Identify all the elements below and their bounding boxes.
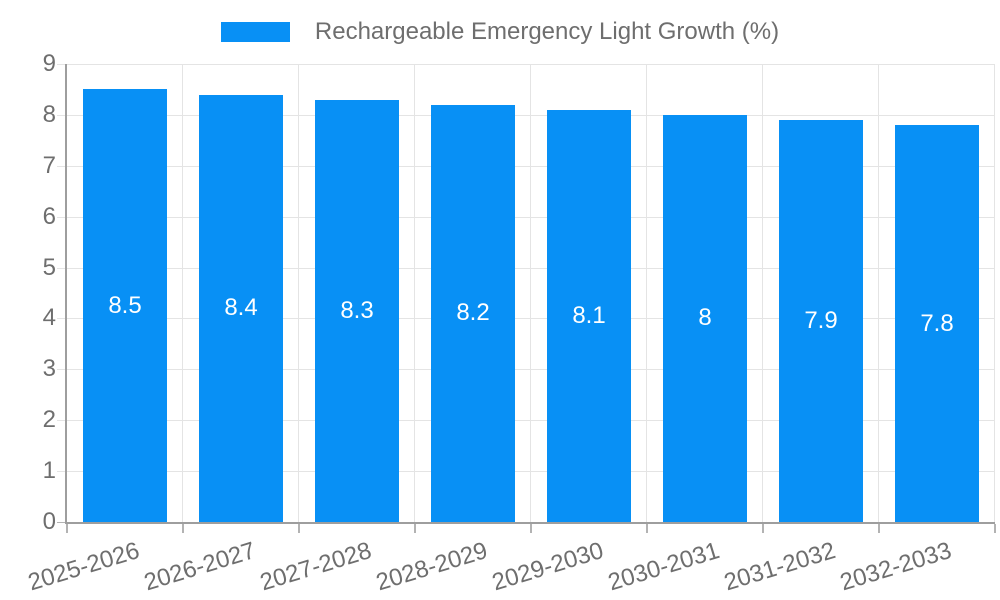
bar[interactable]: 8.4 — [199, 94, 283, 522]
legend-series-label: Rechargeable Emergency Light Growth (%) — [314, 18, 780, 45]
x-axis-label: 2032-2033 — [837, 537, 955, 597]
bar-value-label: 7.8 — [920, 309, 954, 337]
legend-swatch-icon — [220, 22, 290, 42]
bar-value-label: 8.1 — [572, 301, 606, 329]
x-axis-label: 2030-2031 — [605, 537, 723, 597]
h-gridline — [67, 267, 995, 269]
bar[interactable]: 7.8 — [895, 125, 979, 522]
x-axis-label: 2028-2029 — [373, 537, 491, 597]
y-axis-label: 5 — [42, 253, 56, 281]
h-gridline — [67, 165, 995, 167]
x-tick — [414, 524, 416, 533]
bar[interactable]: 8 — [663, 114, 747, 522]
h-gridline — [67, 318, 995, 320]
y-axis-label: 2 — [42, 406, 56, 434]
bar-value-label: 8.3 — [340, 296, 374, 324]
v-gridline — [994, 64, 995, 522]
bar-value-label: 8.5 — [108, 291, 142, 319]
x-axis-label: 2027-2028 — [257, 537, 375, 597]
x-axis-label: 2026-2027 — [141, 537, 259, 597]
y-axis-label: 0 — [42, 508, 56, 535]
bar-value-label: 8.4 — [224, 294, 258, 322]
x-axis-label: 2025-2026 — [25, 537, 143, 597]
v-gridline — [878, 64, 879, 522]
y-tick — [57, 369, 65, 371]
h-gridline — [67, 369, 995, 371]
y-axis-label: 3 — [42, 355, 56, 383]
y-tick — [57, 267, 65, 269]
x-tick — [530, 524, 532, 533]
h-gridline — [67, 114, 995, 116]
bar[interactable]: 8.2 — [431, 104, 515, 522]
h-gridline — [67, 64, 995, 65]
y-tick — [57, 471, 65, 473]
x-tick — [66, 524, 68, 533]
h-gridline — [67, 216, 995, 218]
y-axis-label: 1 — [42, 457, 56, 485]
y-tick — [57, 522, 65, 523]
bar-value-label: 8.2 — [456, 299, 490, 327]
y-tick — [57, 216, 65, 218]
y-tick — [57, 420, 65, 422]
v-gridline — [298, 64, 299, 522]
x-tick — [646, 524, 648, 533]
v-gridline — [414, 64, 415, 522]
x-axis-label: 2031-2032 — [721, 537, 839, 597]
y-axis-label: 6 — [42, 202, 56, 230]
v-gridline — [646, 64, 647, 522]
bar[interactable]: 8.3 — [315, 99, 399, 522]
x-axis: 2025-2026 2026-2027 2027-2028 2028-2029 2029… — [25, 522, 995, 600]
plot-area: 8.5 8.4 8.3 8.2 8.1 8 7.9 7.8 — [57, 64, 996, 533]
bar-value-label: 8 — [698, 304, 712, 332]
bar[interactable]: 8.1 — [547, 109, 631, 522]
x-tick — [878, 524, 880, 533]
bar-value-label: 7.9 — [804, 306, 838, 334]
y-tick — [57, 318, 65, 320]
y-tick — [57, 165, 65, 167]
h-gridline — [67, 420, 995, 422]
y-axis-label: 7 — [42, 151, 56, 179]
bar[interactable]: 8.5 — [83, 89, 167, 522]
v-gridline — [182, 64, 183, 522]
y-axis-label: 9 — [42, 50, 56, 77]
y-axis-line — [65, 64, 67, 524]
y-axis-label: 4 — [42, 304, 56, 332]
legend[interactable]: Rechargeable Emergency Light Growth (%) — [0, 16, 1000, 48]
bar[interactable]: 7.9 — [779, 119, 863, 522]
x-tick — [182, 524, 184, 533]
x-axis-line — [65, 522, 995, 524]
v-gridline — [762, 64, 763, 522]
v-gridline — [530, 64, 531, 522]
x-tick — [298, 524, 300, 533]
h-gridline — [67, 471, 995, 473]
y-tick — [57, 114, 65, 116]
y-tick — [57, 64, 65, 65]
y-axis-label: 8 — [42, 100, 56, 128]
x-tick — [762, 524, 764, 533]
x-tick — [994, 524, 996, 533]
x-axis-label: 2029-2030 — [489, 537, 607, 597]
y-axis: 0 1 2 3 4 5 6 7 8 9 — [0, 50, 56, 535]
